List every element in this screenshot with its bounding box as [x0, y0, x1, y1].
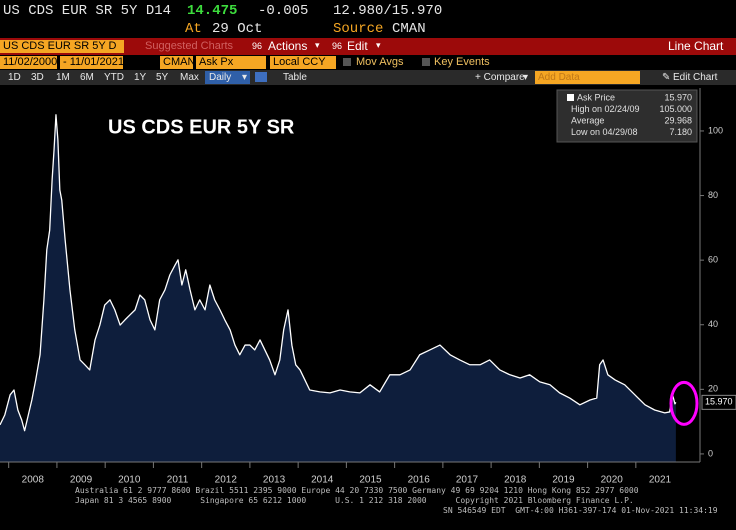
compare-button[interactable]: + Compare [475, 72, 525, 83]
stats-value: 7.180 [669, 127, 692, 137]
y-tick-label: 40 [708, 319, 718, 329]
stats-label: High on 02/24/09 [571, 104, 640, 114]
area [0, 114, 676, 462]
ticker: US CDS EUR SR 5Y D14 [3, 3, 172, 19]
end-date[interactable]: - 11/01/2021 [60, 56, 124, 69]
period-button[interactable]: 6M [80, 72, 94, 83]
x-tick-label: 2016 [408, 475, 431, 485]
period-button[interactable]: Max [180, 72, 199, 83]
source-field[interactable]: CMAN [160, 56, 195, 69]
table-button[interactable]: Table [283, 72, 307, 83]
chart-icon[interactable] [255, 72, 267, 82]
y-tick-label: 80 [708, 190, 718, 200]
price-change: -0.005 [258, 3, 309, 19]
y-tick-label: 20 [708, 384, 718, 394]
menu-arrow: ▾ [242, 72, 248, 83]
at-value: 29 Oct [212, 21, 263, 37]
period-button[interactable]: 1M [56, 72, 70, 83]
menu-code: 96 [252, 41, 263, 51]
y-tick-label: 100 [708, 125, 723, 135]
period-button[interactable]: 5Y [156, 72, 169, 83]
stats-label: Average [571, 115, 604, 125]
footer-line: Japan 81 3 4565 8900 Singapore 65 6212 1… [75, 496, 634, 505]
menu-arrow: ▾ [376, 40, 381, 50]
menu-arrow: ▾ [315, 40, 320, 50]
stats-value: 15.970 [664, 92, 692, 102]
stats-label: Low on 04/29/08 [571, 127, 638, 137]
x-tick-label: 2014 [311, 475, 334, 485]
price-field[interactable]: Ask Px [196, 56, 266, 69]
stats-value: 105.000 [659, 104, 692, 114]
x-tick-label: 2013 [263, 475, 286, 485]
footer-line: SN 546549 EDT GMT-4:00 H361-397-174 01-N… [443, 506, 718, 515]
line [0, 114, 677, 432]
period-button[interactable]: 3D [31, 72, 44, 83]
x-tick-label: 2021 [649, 475, 672, 485]
x-tick-label: 2017 [456, 475, 479, 485]
legend-swatch [567, 94, 574, 101]
x-axis-band [0, 462, 736, 485]
currency-field[interactable]: Local CCY [270, 56, 336, 69]
y-tick-label: 60 [708, 255, 718, 265]
frequency-box[interactable] [205, 71, 250, 84]
bid-ask: 12.980/15.970 [333, 3, 443, 19]
chart: US CDS EUR 5Y SR 2008 2009 2010 2011 2012 201… [0, 85, 736, 485]
x-tick-label: 2020 [601, 475, 624, 485]
footer: Australia 61 2 9777 8600 Brazil 5511 239… [0, 486, 736, 530]
period-button[interactable]: YTD [104, 72, 124, 83]
start-date[interactable]: 11/02/2000 [0, 56, 57, 69]
x-tick-label: 2009 [70, 475, 93, 485]
edit-icon: ✎ [662, 72, 671, 83]
x-tick-label: 2012 [215, 475, 238, 485]
actions-menu[interactable]: Actions [268, 39, 308, 53]
last-value-label: 15.970 [705, 397, 733, 407]
frequency[interactable]: Daily [209, 72, 232, 83]
menu-arrow: ▾ [523, 72, 529, 83]
add-data[interactable]: Add Data [535, 71, 640, 84]
edit-menu[interactable]: Edit [347, 39, 368, 53]
last-value-box [701, 394, 736, 410]
period-button[interactable]: 1D [8, 72, 21, 83]
at-label: At [185, 21, 202, 37]
mov-avgs[interactable]: Mov Avgs [356, 56, 404, 68]
y-tick-label: 0 [708, 448, 713, 458]
stats-box [556, 89, 698, 143]
command-bar [0, 38, 736, 55]
footer-line: Australia 61 2 9777 8600 Brazil 5511 239… [75, 486, 639, 495]
x-tick-label: 2011 [167, 475, 189, 485]
highlight-circle [669, 380, 699, 426]
chart-title: US CDS EUR 5Y SR [108, 116, 295, 138]
x-tick-label: 2008 [22, 475, 45, 485]
x-tick-label: 2015 [359, 475, 382, 485]
menu-code: 96 [332, 41, 343, 51]
security-input[interactable]: US CDS EUR SR 5Y D [0, 40, 124, 53]
view-name: Line Chart [668, 39, 724, 53]
checkbox[interactable] [422, 58, 430, 66]
x-tick-label: 2018 [504, 475, 527, 485]
x-tick-label: 2010 [118, 475, 141, 485]
source-value: CMAN [392, 21, 426, 37]
suggested-charts[interactable]: Suggested Charts [145, 40, 234, 52]
source-label: Source [333, 21, 384, 37]
edit-chart[interactable]: Edit Chart [673, 72, 718, 83]
last-price: 14.475 [187, 3, 238, 19]
stats-value: 29.968 [664, 115, 692, 125]
x-tick-label: 2019 [552, 475, 575, 485]
period-button[interactable]: 1Y [134, 72, 147, 83]
checkbox[interactable] [343, 58, 351, 66]
stats-label: Ask Price [577, 92, 615, 102]
key-events[interactable]: Key Events [434, 56, 490, 68]
